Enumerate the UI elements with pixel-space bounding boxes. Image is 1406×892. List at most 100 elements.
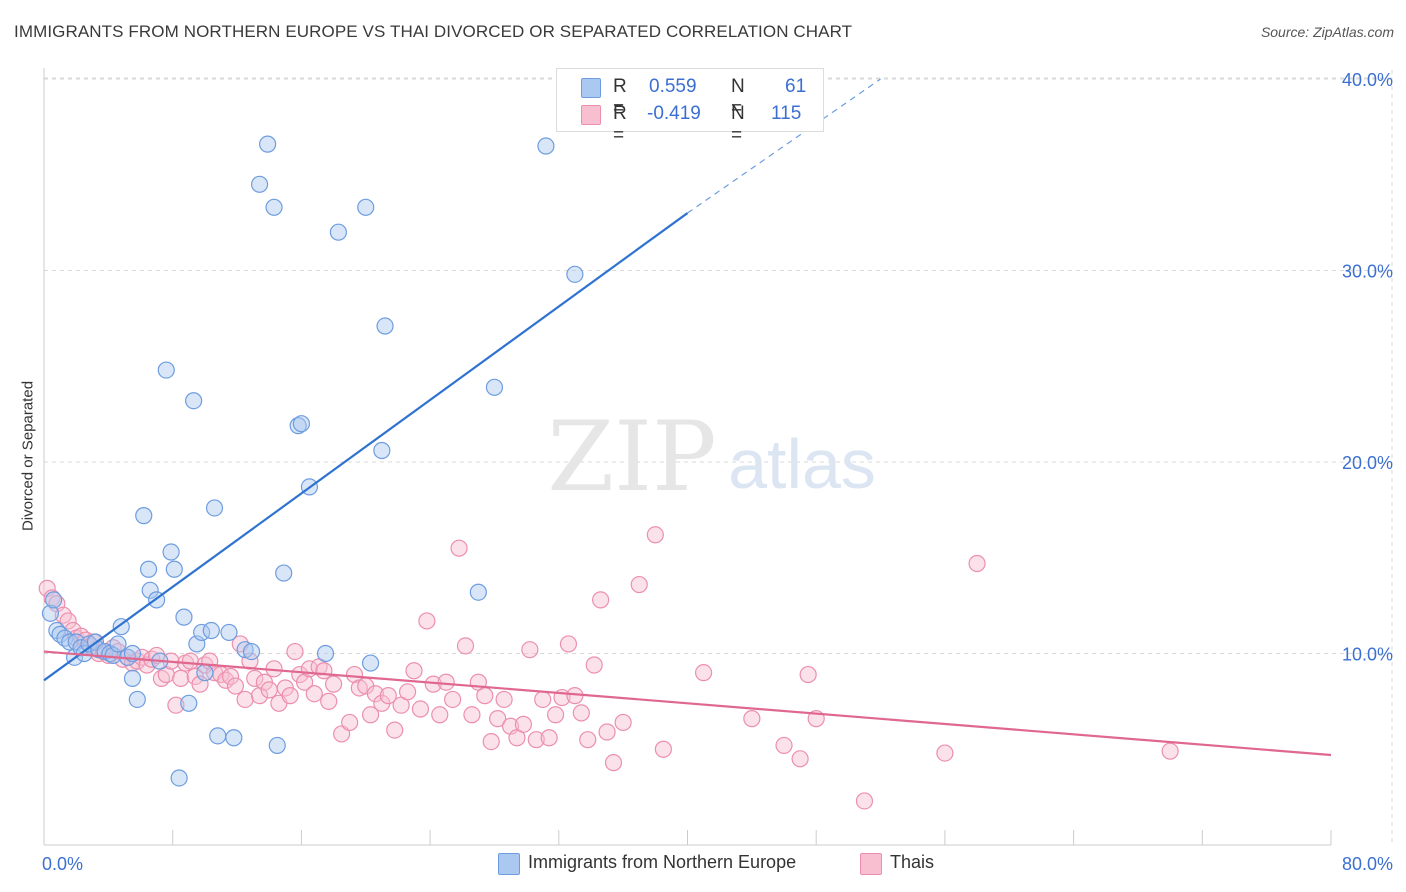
thais-point [345, 665, 364, 684]
thais-point [775, 736, 793, 755]
thais-point [540, 729, 558, 747]
legend-r-value: -0.419 [647, 103, 701, 124]
northern-europe-point [376, 317, 394, 335]
northern-europe-point [45, 591, 63, 609]
thais-point [296, 673, 314, 691]
legend-swatch-blue [581, 78, 601, 98]
thais-point [855, 792, 874, 810]
thais-point [236, 690, 254, 709]
thais-point [456, 637, 475, 655]
x-tick-label: 0.0% [42, 854, 83, 874]
legend-n-value: 115 [771, 103, 802, 124]
northern-europe-point [275, 564, 293, 582]
thais-point [281, 687, 299, 705]
trend-lines [43, 78, 1332, 757]
thais-trend-line [43, 650, 1332, 757]
northern-europe-point [220, 623, 238, 642]
thais-point [559, 635, 578, 653]
thais-point [489, 710, 507, 728]
thais-point [936, 744, 954, 762]
thais-point [386, 721, 404, 739]
northern-europe-point [268, 736, 286, 755]
bottom-legend-swatch-blue [498, 853, 520, 875]
grid-lines [44, 70, 1393, 845]
thais-point [463, 706, 481, 724]
thais-point [398, 683, 417, 701]
northern-europe-point [373, 441, 391, 460]
bottom-legend-label: Thais [890, 852, 935, 872]
thais-point [405, 662, 423, 680]
watermark: ZIP atlas [547, 401, 876, 513]
thais-point [743, 710, 761, 728]
northern-europe-point [123, 669, 142, 687]
northern-europe-point [357, 198, 375, 216]
thais-point [614, 713, 632, 732]
tick-labels: 10.0% 20.0% 30.0% 40.0% 0.0% 80.0% [42, 70, 1393, 874]
thais-point [579, 731, 597, 749]
thais-point [315, 662, 333, 680]
thais-point [366, 685, 385, 703]
thais-point [361, 706, 380, 724]
correlation-legend: R = 0.559 N = 61 R = -0.419 N = 115 [556, 68, 824, 146]
legend-r-value: 0.559 [649, 76, 697, 97]
thais-point [167, 696, 185, 714]
northern-europe-point [225, 729, 243, 747]
bottom-legend-label: Immigrants from Northern Europe [528, 852, 797, 872]
thais-point [260, 681, 278, 699]
x-tick-label: 80.0% [1342, 854, 1393, 874]
thais-point [250, 687, 269, 705]
northern-europe-point [242, 642, 261, 661]
northern-europe-point [165, 560, 183, 578]
legend-swatch-pink [581, 105, 601, 125]
thais-point [482, 732, 500, 751]
thais-point [450, 539, 468, 557]
northern-europe-point [196, 664, 214, 682]
legend-n-label: N = [731, 103, 745, 146]
chart-title: IMMIGRANTS FROM NORTHERN EUROPE VS THAI … [14, 22, 853, 41]
northern-europe-point [41, 604, 60, 622]
thais-point [181, 652, 199, 670]
thais-point [305, 685, 323, 703]
northern-europe-point [180, 694, 198, 712]
northern-europe-point [141, 581, 159, 599]
thais-point [694, 664, 713, 682]
northern-europe-point [135, 507, 153, 525]
axes [43, 68, 1332, 846]
source-label: Source: ZipAtlas.com [1260, 24, 1394, 40]
northern-europe-point [292, 415, 310, 433]
northern-europe-point [566, 265, 584, 283]
thais-point [324, 675, 343, 693]
thais-point [527, 731, 545, 749]
thais-point [437, 673, 455, 691]
thais-point [418, 612, 436, 630]
thais-point [791, 750, 809, 768]
thais-point [246, 669, 264, 687]
thais-point [799, 665, 817, 684]
thais-point [476, 687, 494, 705]
thais-point [411, 700, 430, 718]
legend-r-label: R = [613, 76, 627, 119]
northern-europe-point [209, 727, 227, 745]
watermark-zip: ZIP [547, 401, 716, 513]
thais-point [968, 554, 986, 573]
northern-europe-point [537, 137, 555, 155]
thais-point [495, 690, 513, 709]
thais-point [172, 669, 190, 687]
legend-r-label: R = [613, 103, 627, 146]
northern-europe-point [162, 543, 180, 561]
thais-point [585, 656, 603, 674]
northern-europe-point [80, 635, 98, 653]
thais-point [226, 677, 245, 695]
northern-europe-point [157, 361, 175, 379]
northern-europe-point [329, 223, 348, 241]
legend-n-value: 61 [785, 76, 807, 97]
y-tick-label: 40.0% [1342, 70, 1393, 90]
thais-point [320, 692, 338, 710]
thais-point [546, 706, 565, 724]
northern-europe-point [205, 499, 224, 517]
northern-europe-point [170, 769, 188, 787]
northern-europe-point [250, 175, 269, 193]
thais-point [286, 642, 304, 661]
y-tick-label: 20.0% [1342, 453, 1393, 473]
